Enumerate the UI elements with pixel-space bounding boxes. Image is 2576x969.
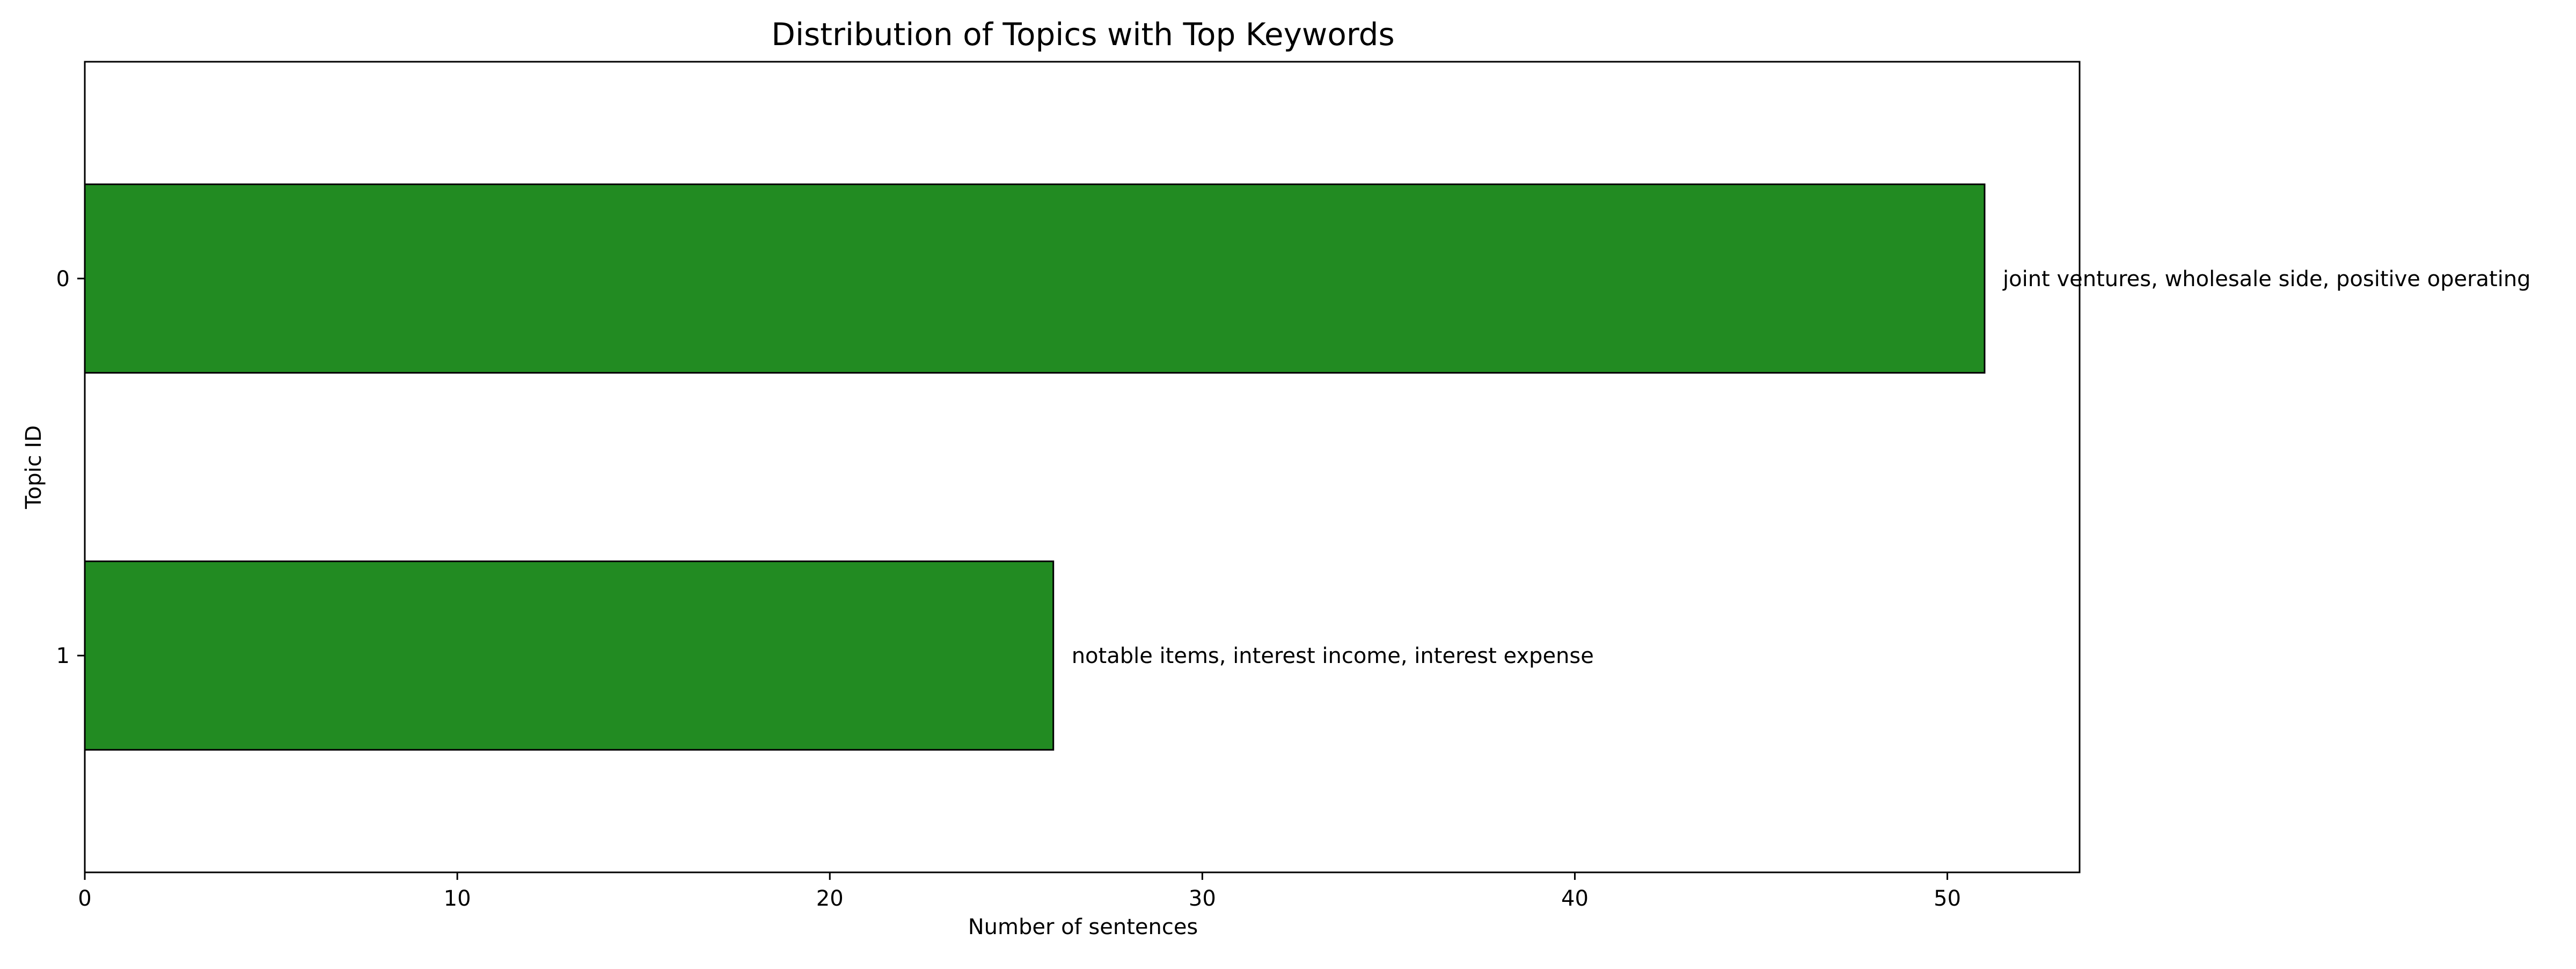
bar-label: notable items, interest income, interest… (1072, 644, 1594, 668)
y-axis-ticks: 01 (56, 267, 85, 668)
y-axis-label: Topic ID (21, 425, 46, 509)
bars-layer (84, 183, 1986, 751)
bar-label: joint ventures, wholesale side, positive… (2002, 267, 2531, 292)
x-tick-label: 10 (444, 886, 471, 911)
bar-topic-1 (84, 560, 1055, 751)
bar-labels-layer: joint ventures, wholesale side, positive… (1072, 267, 2531, 668)
bar-topic-0 (84, 183, 1986, 374)
chart-title: Distribution of Topics with Top Keywords (771, 16, 1394, 53)
x-tick-label: 30 (1189, 886, 1216, 911)
x-tick-label: 40 (1561, 886, 1589, 911)
x-tick-label: 20 (816, 886, 844, 911)
x-tick-label: 50 (1934, 886, 1961, 911)
plot-area-frame (84, 61, 2081, 873)
y-tick-label: 1 (56, 644, 70, 668)
x-axis-label: Number of sentences (968, 915, 1198, 939)
x-tick-label: 0 (78, 886, 91, 911)
x-axis-ticks: 0 10 20 30 40 50 (78, 872, 1961, 911)
y-tick-label: 0 (56, 267, 70, 292)
